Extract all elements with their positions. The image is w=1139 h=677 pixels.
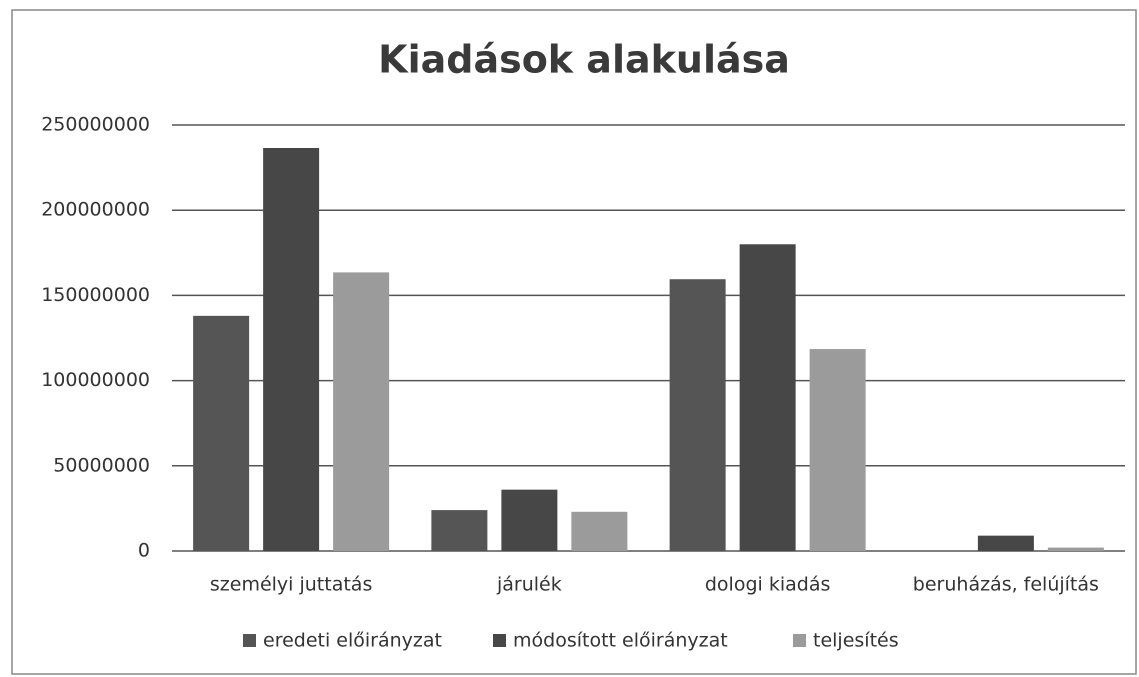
- chart-title: Kiadások alakulása: [378, 38, 790, 82]
- chart-frame: [11, 9, 1137, 675]
- bar: [1047, 547, 1104, 551]
- bar: [333, 272, 390, 551]
- legend-label: teljesítés: [813, 630, 899, 652]
- bar: [739, 244, 796, 551]
- y-tick-label: 0: [138, 540, 150, 562]
- y-tick-label: 50000000: [53, 454, 150, 476]
- bar: [263, 148, 320, 551]
- bar: [431, 510, 488, 551]
- legend-swatch: [243, 634, 256, 647]
- x-tick-label: járulék: [496, 574, 562, 596]
- bar: [193, 315, 250, 551]
- bar: [669, 279, 726, 551]
- legend-label: eredeti előirányzat: [263, 630, 442, 652]
- legend-label: módosított előirányzat: [513, 630, 728, 652]
- y-tick-label: 100000000: [41, 369, 150, 391]
- y-tick-label: 250000000: [41, 114, 150, 136]
- y-tick-label: 150000000: [41, 284, 150, 306]
- bar: [501, 489, 558, 551]
- legend-swatch: [793, 634, 806, 647]
- bar: [977, 535, 1034, 551]
- legend-swatch: [493, 634, 506, 647]
- x-tick-label: személyi juttatás: [210, 574, 372, 596]
- bar: [571, 511, 628, 551]
- bar: [809, 349, 866, 551]
- y-tick-label: 200000000: [41, 199, 150, 221]
- x-tick-label: beruházás, felújítás: [913, 574, 1099, 596]
- x-tick-label: dologi kiadás: [705, 574, 831, 596]
